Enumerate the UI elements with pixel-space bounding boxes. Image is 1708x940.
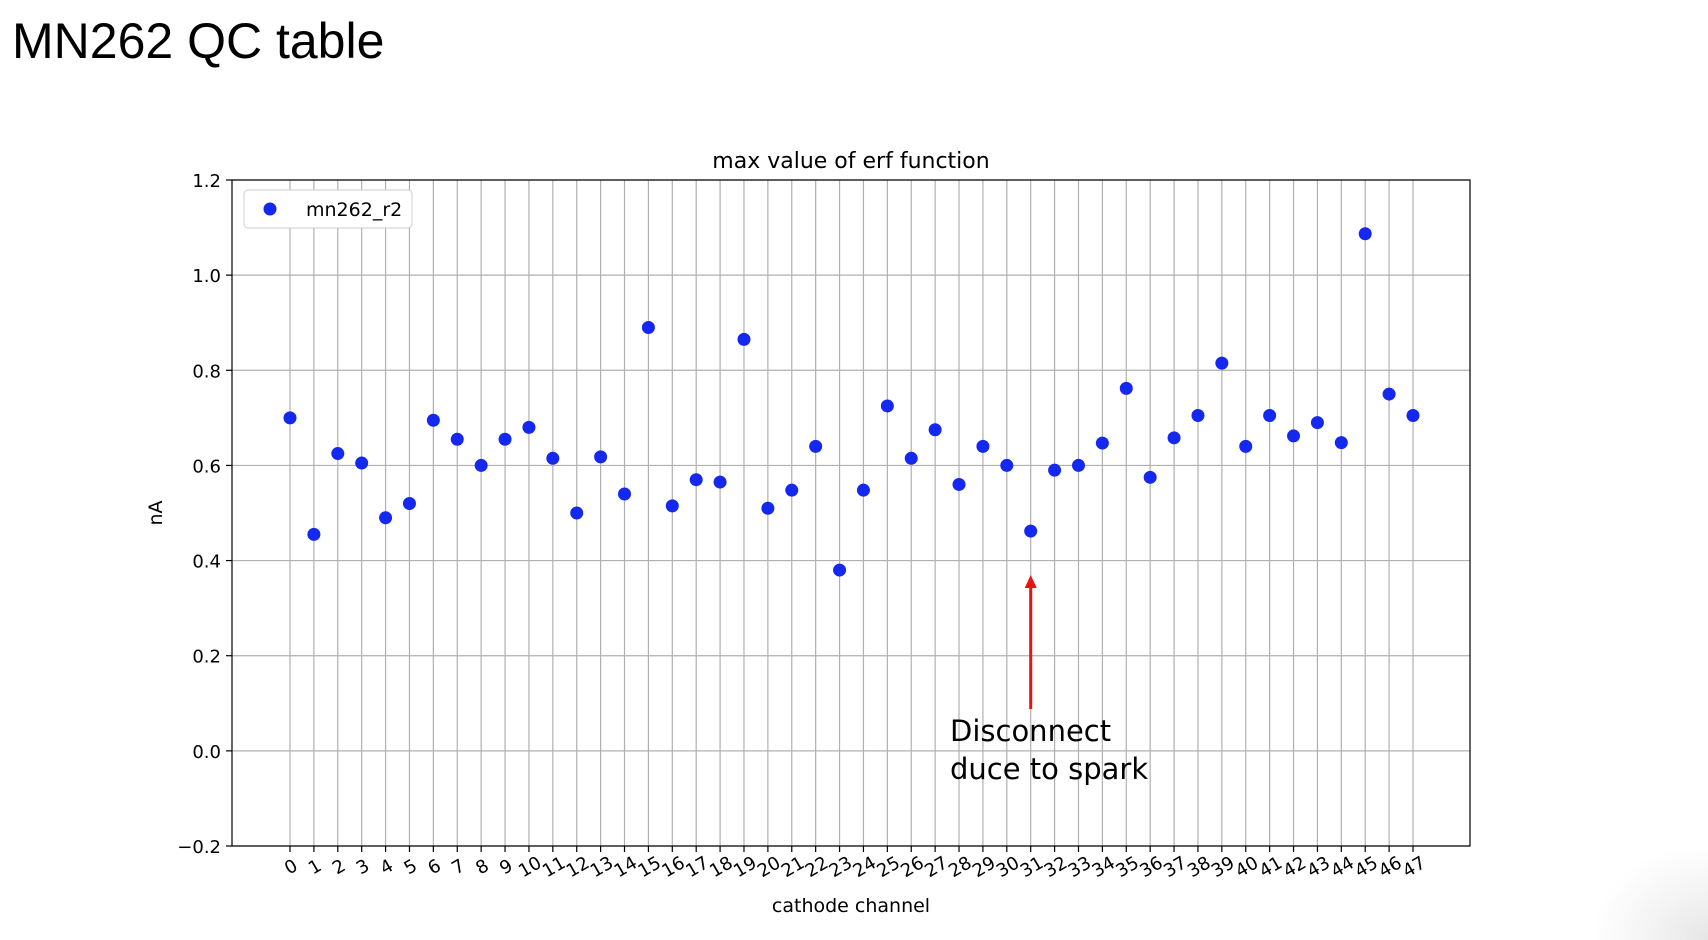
data-point <box>1263 408 1277 422</box>
data-point <box>856 483 870 497</box>
x-axis-label: cathode channel <box>772 895 930 917</box>
annotation-text-line2: duce to spark <box>950 752 1148 786</box>
data-point <box>474 458 488 472</box>
slide-title: MN262 QC table <box>12 13 385 69</box>
ticks: −0.20.00.20.40.60.81.01.20 1 2 3 4 5 6 7 8 910111… <box>177 171 1429 882</box>
data-point <box>379 511 393 525</box>
data-point <box>689 473 703 487</box>
x-tick-label: 2 <box>329 855 349 879</box>
data-point <box>1191 408 1205 422</box>
series-points <box>283 227 1420 577</box>
data-point <box>1382 387 1396 401</box>
data-point <box>1095 436 1109 450</box>
data-point <box>713 475 727 489</box>
corner-shadow <box>1598 850 1708 940</box>
legend-label: mn262_r2 <box>306 199 402 221</box>
legend: mn262_r2 <box>243 189 413 229</box>
data-point <box>976 439 990 453</box>
y-tick-label: 1.2 <box>192 171 221 192</box>
data-point <box>402 496 416 510</box>
data-point <box>761 501 775 515</box>
data-point <box>1024 524 1038 538</box>
data-point <box>331 447 345 461</box>
annotation-text-line1: Disconnect <box>950 714 1111 748</box>
y-axis-label: nA <box>145 500 167 525</box>
data-point <box>450 432 464 446</box>
plot-frame <box>231 179 1471 847</box>
data-point <box>1287 429 1301 443</box>
y-tick-label: 0.6 <box>192 456 221 477</box>
data-point <box>904 451 918 465</box>
chart-title: max value of erf function <box>712 149 989 174</box>
x-tick-label: 9 <box>496 855 516 879</box>
y-tick-label: 0.8 <box>192 361 221 382</box>
data-point <box>1239 439 1253 453</box>
y-tick-label: 0.2 <box>192 647 221 668</box>
data-point <box>1119 381 1133 395</box>
data-point <box>1406 408 1420 422</box>
y-tick-label: 0.0 <box>192 742 221 763</box>
x-tick-label: 3 <box>353 855 373 879</box>
data-point <box>928 423 942 437</box>
x-tick-label: 7 <box>448 855 468 879</box>
data-point <box>1310 416 1324 430</box>
data-point <box>307 527 321 541</box>
x-tick-label: 0 <box>281 855 301 879</box>
data-point <box>833 563 847 577</box>
annotation: Disconnect duce to spark <box>950 575 1148 786</box>
data-point <box>1143 470 1157 484</box>
data-point <box>594 450 608 464</box>
data-point <box>498 432 512 446</box>
data-point <box>737 332 751 346</box>
x-tick-label: 47 <box>1399 852 1429 882</box>
x-tick-label: 5 <box>401 855 421 879</box>
data-point <box>1071 458 1085 472</box>
data-point <box>641 320 655 334</box>
data-point <box>570 506 584 520</box>
y-tick-label: 1.0 <box>192 266 221 287</box>
annotation-arrow-head <box>1024 575 1037 588</box>
data-point <box>880 399 894 413</box>
data-point <box>665 499 679 513</box>
data-point <box>1334 436 1348 450</box>
x-tick-label: 1 <box>305 855 325 879</box>
data-point <box>1215 356 1229 370</box>
data-point <box>785 483 799 497</box>
data-point <box>355 456 369 470</box>
data-point <box>618 487 632 501</box>
legend-marker <box>263 202 277 216</box>
data-point <box>546 451 560 465</box>
grid <box>232 179 1470 847</box>
data-point <box>283 411 297 425</box>
data-point <box>952 477 966 491</box>
data-point <box>1048 463 1062 477</box>
data-point <box>1000 458 1014 472</box>
data-point <box>809 439 823 453</box>
x-tick-label: 6 <box>424 855 444 879</box>
data-point <box>522 420 536 434</box>
y-tick-label: 0.4 <box>192 552 221 573</box>
y-tick-label: −0.2 <box>177 837 221 858</box>
x-tick-label: 4 <box>377 855 397 879</box>
legend-box <box>243 189 413 229</box>
x-tick-label: 8 <box>472 855 492 879</box>
data-point <box>1167 431 1181 445</box>
data-point <box>1358 227 1372 241</box>
data-point <box>426 413 440 427</box>
